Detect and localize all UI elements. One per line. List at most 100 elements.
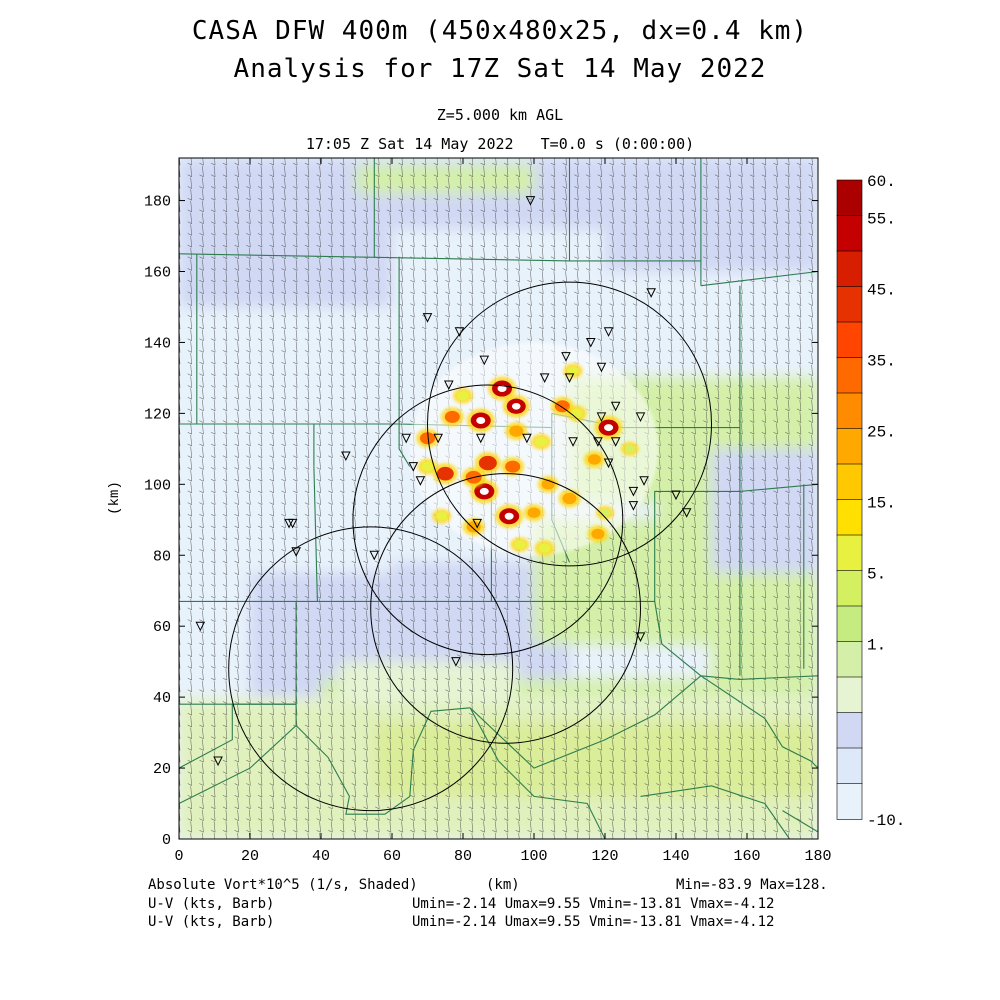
vort-peak (476, 416, 486, 424)
station-marker (628, 486, 639, 497)
vort-core (444, 410, 460, 423)
colorbar-segment (836, 747, 863, 785)
colorbar-label: 60. (867, 173, 896, 191)
county-line (700, 675, 818, 769)
station-marker (585, 337, 596, 348)
vort-core (570, 408, 583, 419)
station-marker (568, 437, 578, 447)
chart-subtitle: Analysis for 17Z Sat 14 May 2022 (233, 54, 767, 84)
vorticity-max (583, 450, 605, 468)
county-line (640, 785, 791, 839)
vorticity-max (566, 405, 587, 422)
chart-title: CASA DFW 400m (450x480x25, dx=0.4 km) (191, 16, 809, 46)
vort-core (600, 508, 610, 517)
vort-core (591, 528, 605, 540)
vort-core (457, 390, 469, 401)
colorbar: 60. 55. 45. 35. 25. 15. 5. 1. -10. (836, 173, 905, 830)
station-marker (522, 433, 532, 444)
x-tick-label: 0 (174, 848, 183, 865)
colorbar-segment (836, 641, 863, 678)
colorbar-segment (836, 428, 863, 465)
y-tick-label: 140 (144, 335, 171, 352)
colorbar-segment (836, 392, 863, 430)
vort-core (509, 425, 524, 437)
colorbar-label: 5. (867, 566, 886, 584)
station-marker (596, 362, 607, 373)
vort-core (505, 460, 521, 473)
county-line (295, 707, 471, 815)
vorticity-max (558, 489, 581, 508)
station-marker (291, 547, 301, 557)
station-marker (475, 433, 486, 444)
station-marker (341, 451, 351, 462)
colorbar-segment (836, 676, 863, 714)
station-markers (195, 196, 692, 767)
vorticity-max (594, 415, 623, 440)
y-tick-label: 100 (144, 477, 171, 494)
vort-core (624, 444, 635, 453)
vorticity-max (501, 457, 525, 477)
county-line (179, 704, 297, 839)
colorbar-label: 35. (867, 353, 896, 371)
station-marker (415, 476, 426, 486)
county-line (179, 703, 297, 769)
colorbar-segment (836, 250, 863, 288)
colorbar-segment (836, 179, 863, 217)
station-marker (213, 756, 223, 767)
y-tick-label: 20 (153, 761, 171, 778)
county-line (491, 490, 740, 602)
colorbar-segment (836, 499, 863, 536)
vort-peak (497, 385, 507, 393)
vorticity-max (587, 525, 609, 543)
station-marker (525, 196, 536, 206)
y-tick-label: 120 (144, 406, 171, 423)
county-line (700, 270, 818, 287)
field-patch (605, 158, 818, 272)
colorbar-label: 1. (867, 637, 886, 655)
county-line (469, 675, 702, 769)
station-marker (639, 476, 649, 486)
field-patch (338, 661, 517, 705)
station-marker (603, 327, 614, 337)
vort-peak (511, 402, 521, 410)
plot-frame (178, 157, 819, 840)
colorbar-label: 45. (867, 282, 896, 300)
vort-core (538, 543, 551, 553)
station-marker (610, 401, 621, 412)
x-tick-label: 120 (591, 848, 618, 865)
field-label: Absolute Vort*10^5 (1/s, Shaded) (148, 877, 418, 893)
vort-core (587, 454, 601, 465)
min-max-label: Min=-83.9 Max=128. (676, 877, 828, 893)
x-tick-label: 80 (454, 848, 472, 865)
county-line (398, 424, 411, 467)
vort-peak (504, 512, 514, 520)
station-marker (433, 433, 443, 444)
county-line (782, 810, 818, 833)
county-line (469, 707, 606, 839)
y-tick-label: 60 (153, 619, 171, 636)
station-marker (443, 380, 454, 391)
vort-core (514, 540, 526, 550)
vorticity-max (523, 504, 545, 522)
station-marker (401, 433, 412, 444)
vorticity-max (510, 537, 530, 553)
colorbar-label: 15. (867, 495, 896, 513)
colorbar-segment (836, 357, 863, 394)
y-tick-label: 180 (144, 194, 171, 211)
y-tick-label: 40 (153, 690, 171, 707)
y-axis-label: (km) (107, 481, 123, 515)
station-marker (408, 462, 419, 472)
wind-label-1: U-V (kts, Barb) (148, 896, 275, 912)
vort-core (436, 511, 448, 521)
radar-ring (427, 281, 712, 567)
wind-stats-2: Umin=-2.14 Umax=9.55 Vmin=-13.81 Vmax=-4… (412, 914, 775, 930)
valid-time-label: 17:05 Z Sat 14 May 2022 T=0.0 s (0:00:00… (305, 135, 695, 153)
y-tick-label: 80 (153, 548, 171, 565)
station-marker (603, 458, 614, 469)
vorticity-max (495, 504, 524, 529)
radar-ring (370, 473, 641, 744)
y-tick-label: 160 (144, 265, 171, 282)
vorticity-max (466, 408, 495, 433)
vort-core (436, 466, 454, 481)
colorbar-segment (836, 463, 863, 501)
